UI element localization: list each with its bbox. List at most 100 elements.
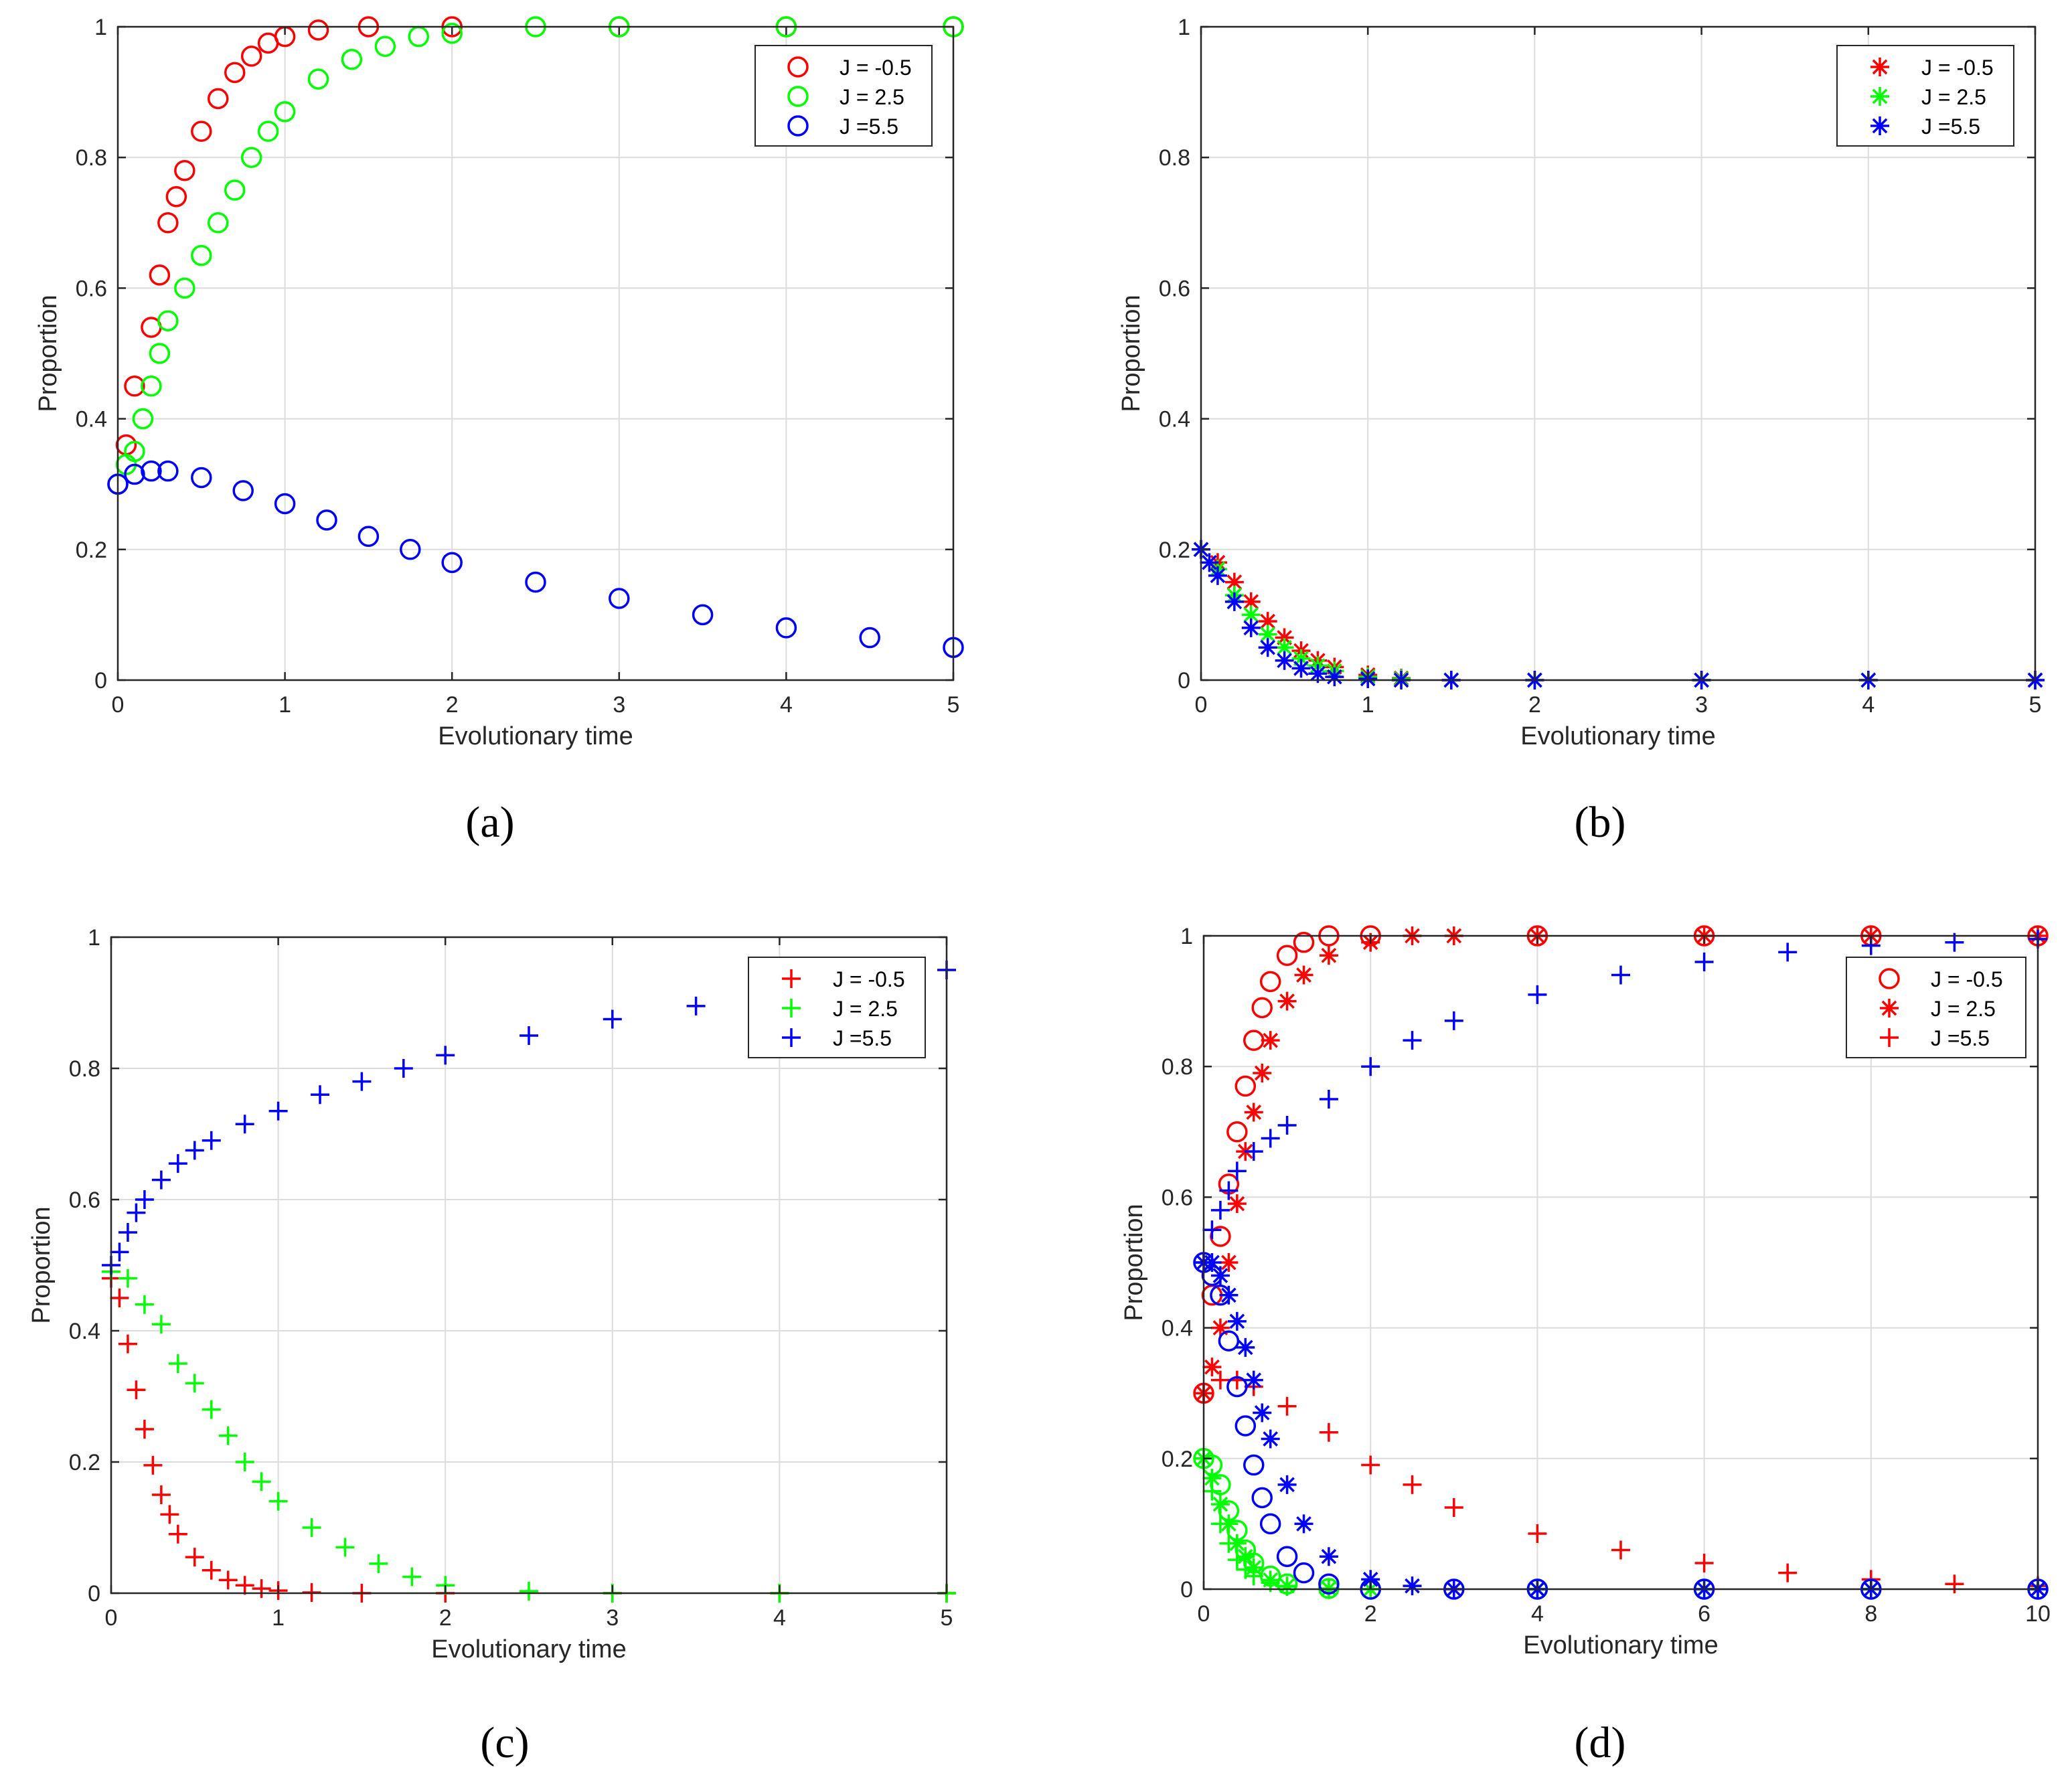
y-tick-label: 0.4 xyxy=(76,407,107,432)
data-point xyxy=(118,1269,137,1288)
data-point xyxy=(1293,1562,1315,1584)
x-tick-label: 5 xyxy=(947,692,960,718)
data-point xyxy=(224,62,246,84)
data-point xyxy=(1202,1481,1222,1501)
data-point xyxy=(127,1203,146,1222)
data-point xyxy=(1778,943,1798,962)
panel-label: (b) xyxy=(1575,798,1626,847)
x-tick-label: 8 xyxy=(1864,1601,1877,1627)
data-point xyxy=(1227,1311,1247,1331)
data-point xyxy=(1277,1396,1297,1416)
data-point xyxy=(118,1223,137,1242)
data-point xyxy=(252,1472,271,1491)
data-point xyxy=(400,539,421,560)
data-point xyxy=(686,996,706,1015)
legend-entry-label: J = 2.5 xyxy=(1921,85,1986,109)
legend-box xyxy=(748,957,926,1058)
data-point xyxy=(1253,1403,1272,1422)
data-point xyxy=(141,460,162,482)
data-point xyxy=(151,1485,171,1504)
data-point xyxy=(316,509,337,531)
data-point xyxy=(1227,1194,1247,1214)
data-point xyxy=(1291,659,1311,678)
data-point xyxy=(1244,1566,1263,1586)
data-point xyxy=(520,1026,538,1045)
data-point xyxy=(311,1085,329,1105)
data-point xyxy=(1528,1524,1547,1544)
data-point xyxy=(1202,1469,1222,1488)
y-tick-label: 0.2 xyxy=(1159,538,1190,563)
data-point xyxy=(157,212,179,234)
data-point xyxy=(174,277,195,299)
data-point xyxy=(374,35,396,58)
data-point xyxy=(1611,965,1630,985)
data-point xyxy=(436,1046,455,1065)
data-point xyxy=(1528,985,1547,1004)
data-point xyxy=(208,88,229,110)
data-point xyxy=(859,627,880,649)
legend: J = -0.5 J = 2.5 J =5.5 xyxy=(1836,45,2014,147)
x-tick-label: 4 xyxy=(1862,692,1875,718)
data-point xyxy=(1226,1376,1248,1398)
panel-1: 0 1 2 3 4 5 0 0.2 0.4 0.6 0.8 1 Evolutionary time Pro… xyxy=(34,15,964,847)
data-point xyxy=(335,1538,355,1557)
y-tick-label: 1 xyxy=(88,925,100,951)
data-point xyxy=(441,552,463,574)
y-tick-label: 0.6 xyxy=(1162,1185,1193,1210)
x-tick-label: 0 xyxy=(112,692,125,718)
legend-box xyxy=(1836,45,2014,147)
y-tick-label: 0.6 xyxy=(69,1188,100,1213)
data-point xyxy=(240,46,262,67)
panel-label: (c) xyxy=(480,1718,529,1767)
legend-entry-label: J = -0.5 xyxy=(840,56,912,80)
legend-marker xyxy=(1879,968,1900,989)
data-point xyxy=(520,1582,538,1601)
legend: J = -0.5 J = 2.5 J =5.5 xyxy=(1846,957,2026,1058)
data-point xyxy=(1210,1200,1230,1220)
data-point xyxy=(224,179,246,201)
data-point xyxy=(1361,1455,1380,1475)
data-point xyxy=(274,493,296,515)
data-point xyxy=(394,1059,413,1078)
y-tick-label: 0 xyxy=(1180,1577,1193,1603)
y-axis-label: Proportion xyxy=(1120,1204,1148,1321)
legend-marker xyxy=(787,56,809,78)
data-point xyxy=(124,376,145,397)
x-tick-label: 10 xyxy=(2025,1601,2051,1627)
data-point xyxy=(1293,932,1315,953)
y-tick-label: 0.8 xyxy=(76,145,107,171)
panel-3: 0 1 2 3 4 5 0 0.2 0.4 0.6 0.8 1 Evolutionary time Pro… xyxy=(27,925,956,1767)
data-point xyxy=(143,1455,163,1475)
legend-entry-label: J = 2.5 xyxy=(1931,997,1996,1021)
y-tick-label: 0.2 xyxy=(1162,1447,1193,1472)
data-point xyxy=(235,1576,254,1595)
data-point xyxy=(151,1170,171,1190)
y-axis-label: Proportion xyxy=(27,1206,56,1323)
data-point xyxy=(1294,1514,1313,1534)
data-point xyxy=(168,1354,187,1373)
y-tick-label: 0.8 xyxy=(1162,1054,1193,1080)
data-point xyxy=(1219,1534,1239,1553)
data-point xyxy=(1244,1142,1263,1161)
x-axis-label: Evolutionary time xyxy=(1523,1631,1718,1659)
y-tick-label: 0 xyxy=(94,668,107,694)
series-J-5-5 xyxy=(107,460,964,658)
data-point xyxy=(1210,1514,1230,1534)
data-point xyxy=(135,1295,154,1314)
data-point xyxy=(202,1131,221,1150)
data-point xyxy=(341,49,363,70)
x-tick-label: 1 xyxy=(272,1605,285,1631)
legend-marker xyxy=(787,86,809,107)
legend-entry-label: J = -0.5 xyxy=(1931,967,2003,991)
data-point xyxy=(357,525,380,548)
panel-4: 0 2 4 6 8 10 0 0.2 0.4 0.6 0.8 1 Evolutionary time Pr… xyxy=(1120,924,2051,1767)
data-point xyxy=(127,1380,146,1400)
y-axis-label: Proportion xyxy=(1117,295,1145,412)
data-point xyxy=(135,1420,154,1439)
data-point xyxy=(1294,965,1313,985)
data-point xyxy=(525,571,546,593)
data-point xyxy=(252,1579,271,1599)
data-point xyxy=(1224,572,1244,592)
data-point xyxy=(1275,628,1294,647)
